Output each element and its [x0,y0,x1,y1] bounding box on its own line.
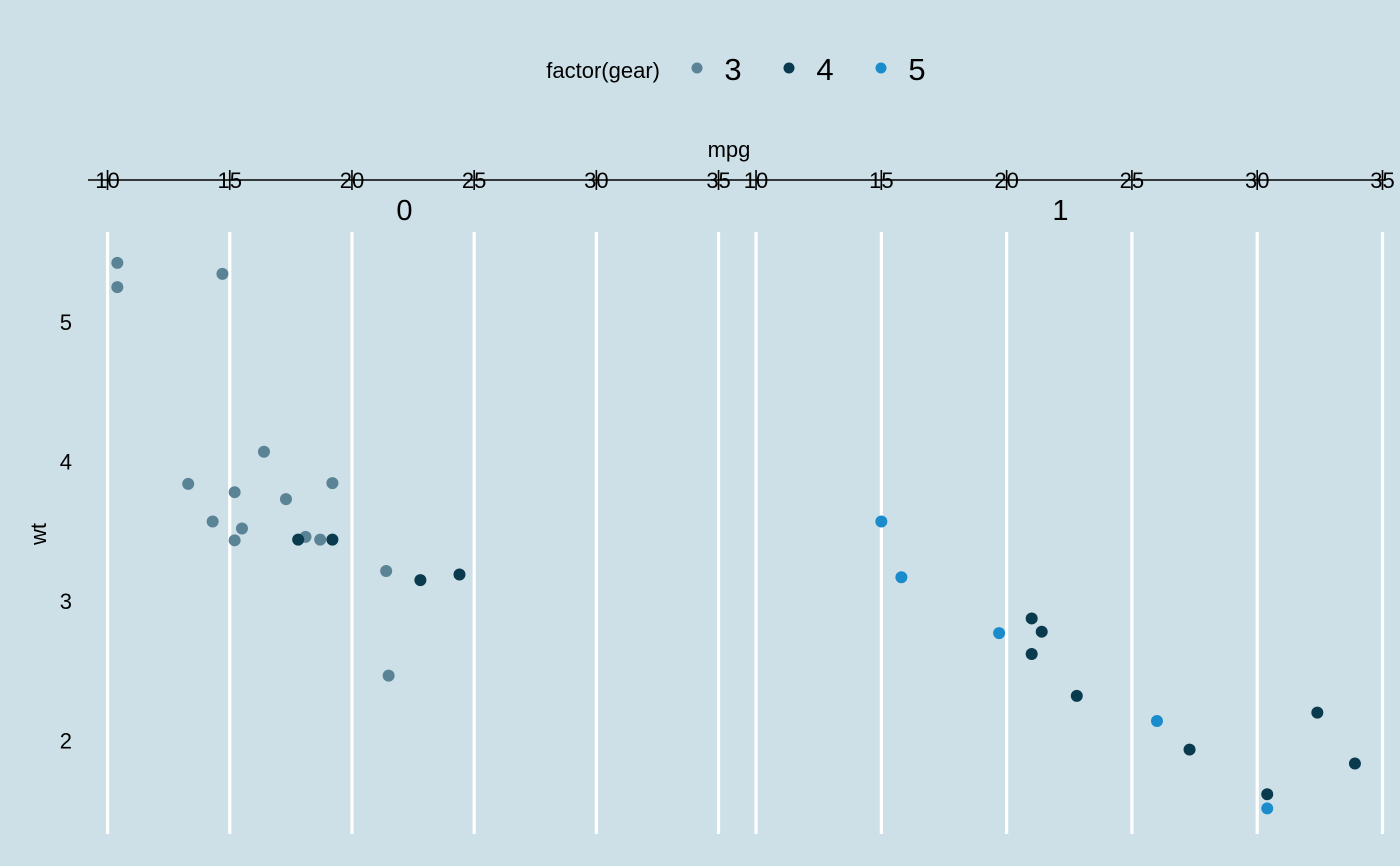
x-tick-label-30: 30 [1245,168,1269,193]
facet-strip-label-0: 0 [396,195,412,227]
data-point-gear-4 [1348,757,1361,770]
y-tick-label-3: 3 [60,589,72,614]
y-tick-label-2: 2 [60,729,72,754]
x-tick-label-10: 10 [744,168,768,193]
legend: factor(gear) 3 4 5 [546,52,925,87]
data-point-gear-4 [453,568,466,581]
x-axis-title: mpg [708,137,751,162]
x-tick-label-25: 25 [1120,168,1144,193]
data-point-gear-3 [326,477,339,490]
data-point-gear-4 [1025,612,1038,625]
x-tick-label-10: 10 [95,168,119,193]
data-point-gear-5 [1261,802,1274,815]
data-point-gear-3 [382,669,395,682]
data-point-gear-4 [1183,743,1196,756]
x-tick-label-35: 35 [706,168,730,193]
data-point-gear-3 [228,534,241,547]
data-point-gear-3 [182,477,195,490]
data-point-gear-5 [993,627,1006,640]
legend-title: factor(gear) [546,58,660,83]
legend-key-gear-3 [691,62,703,74]
y-tick-label-4: 4 [60,450,72,475]
data-point-gear-3 [257,445,270,458]
facet-panel-0: 10 15 20 25 30 35 0 [95,168,731,834]
data-point-gear-4 [1025,648,1038,661]
data-point-gear-3 [111,281,124,294]
data-point-gear-3 [380,565,393,578]
data-point-gear-4 [1311,706,1324,719]
data-point-gear-5 [875,515,888,528]
data-point-gear-4 [1261,788,1274,801]
x-tick-label-35: 35 [1370,168,1394,193]
y-axis: 2 3 4 5 [60,310,72,754]
data-point-gear-4 [1070,689,1083,702]
legend-key-gear-5 [875,62,887,74]
x-tick-label-15: 15 [218,168,242,193]
data-point-gear-4 [414,574,427,587]
data-point-gear-3 [216,267,229,280]
legend-label-gear-4: 4 [816,52,833,87]
facet-strip-label-1: 1 [1052,195,1068,227]
x-tick-label-25: 25 [462,168,486,193]
legend-key-gear-4 [783,62,795,74]
y-tick-label-5: 5 [60,310,72,335]
y-axis-title: wt [26,523,51,546]
x-tick-label-20: 20 [340,168,364,193]
x-tick-label-15: 15 [869,168,893,193]
x-tick-label-30: 30 [584,168,608,193]
legend-label-gear-3: 3 [724,52,741,87]
data-point-gear-3 [206,515,219,528]
data-point-gear-4 [292,533,305,546]
legend-label-gear-5: 5 [908,52,925,87]
data-point-gear-3 [228,486,241,499]
data-point-gear-3 [279,493,292,506]
data-point-gear-3 [235,522,248,535]
data-point-gear-5 [1150,714,1163,727]
x-tick-label-20: 20 [994,168,1018,193]
facet-panel-1: 10 15 20 25 30 35 1 [744,168,1395,834]
data-point-gear-3 [111,256,124,269]
data-point-gear-4 [326,533,339,546]
data-point-gear-3 [314,533,327,546]
facet-panels: 10 15 20 25 30 35 0 10 15 20 25 30 35 1 [95,168,1395,834]
data-point-gear-5 [895,571,908,584]
data-point-gear-4 [1035,625,1048,638]
